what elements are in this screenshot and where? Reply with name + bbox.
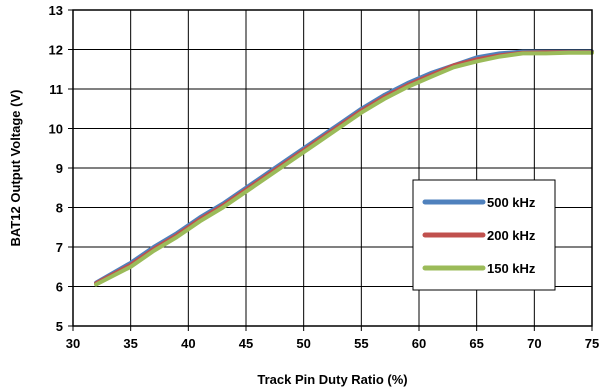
x-tick-label: 30 [66, 336, 80, 351]
series-line-150-khz [94, 50, 594, 287]
tick-labels: 30 35 40 45 50 55 60 65 70 75 5 6 7 8 9 10 11 12 13 [49, 3, 600, 351]
x-tick-label: 75 [585, 336, 599, 351]
series-layer [94, 49, 594, 287]
legend-label-200-khz: 200 kHz [487, 228, 536, 243]
x-tick-label: 60 [412, 336, 426, 351]
x-tick-label: 65 [469, 336, 483, 351]
y-tick-label: 13 [49, 3, 63, 18]
legend-label-500-khz: 500 kHz [487, 195, 536, 210]
x-tick-label: 50 [296, 336, 310, 351]
y-tick-label: 11 [49, 82, 63, 97]
legend: 500 kHz 200 kHz 150 kHz [412, 179, 556, 291]
y-tick-label: 9 [56, 161, 63, 176]
y-tick-label: 8 [56, 201, 63, 216]
y-tick-label: 6 [56, 280, 63, 295]
y-tick-label: 10 [49, 122, 63, 137]
x-tick-label: 40 [181, 336, 195, 351]
legend-label-150-khz: 150 kHz [487, 261, 536, 276]
y-tick-label: 5 [56, 319, 63, 334]
y-tick-label: 7 [56, 240, 63, 255]
x-tick-label: 70 [527, 336, 541, 351]
plot-area-frame [72, 9, 593, 327]
x-tick-label: 45 [239, 336, 253, 351]
legend-items: 500 kHz 200 kHz 150 kHz [422, 195, 536, 276]
x-tick-label: 35 [123, 336, 137, 351]
y-axis-title: BAT12 Output Voltage (V) [8, 90, 23, 247]
x-tick-label: 55 [354, 336, 368, 351]
y-tick-label: 12 [49, 43, 63, 58]
x-axis-title: Track Pin Duty Ratio (%) [257, 372, 407, 387]
